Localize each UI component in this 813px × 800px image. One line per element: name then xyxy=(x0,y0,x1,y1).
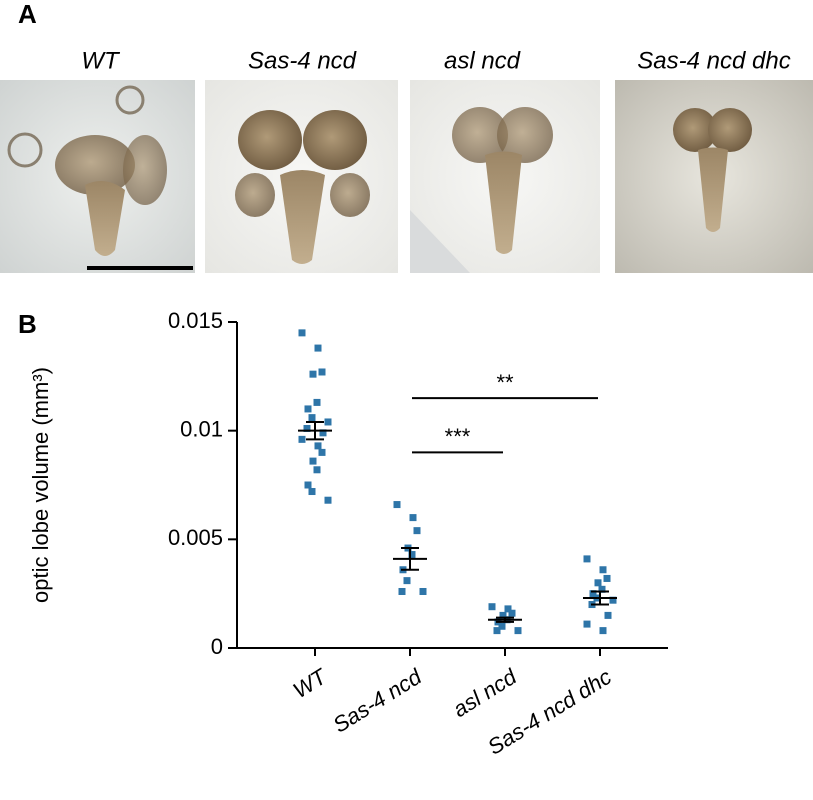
data-point xyxy=(419,587,427,595)
data-point xyxy=(298,329,306,337)
micrograph xyxy=(0,80,195,273)
data-point xyxy=(314,442,322,450)
data-point xyxy=(599,627,607,635)
error-bar xyxy=(401,547,419,571)
data-point xyxy=(488,603,496,611)
data-point xyxy=(304,481,312,489)
y-tick-label: 0.005 xyxy=(168,525,223,550)
error-bar xyxy=(591,590,609,606)
data-point xyxy=(514,627,522,635)
data-point xyxy=(583,620,591,628)
data-point xyxy=(599,566,607,574)
micrograph xyxy=(615,80,813,273)
data-point xyxy=(319,429,327,437)
data-point xyxy=(499,611,507,619)
data-point xyxy=(413,527,421,535)
panel-label: B xyxy=(18,309,37,339)
data-point xyxy=(409,514,417,522)
data-point xyxy=(309,370,317,378)
error-bar xyxy=(306,420,324,441)
data-point xyxy=(604,611,612,619)
x-tick-label: Sas-4 ncd xyxy=(328,664,426,738)
panel-label: A xyxy=(18,0,37,29)
data-point xyxy=(408,551,416,559)
data-point xyxy=(313,398,321,406)
data-point xyxy=(504,605,512,613)
data-point xyxy=(298,435,306,443)
y-tick-label: 0 xyxy=(211,634,223,659)
y-tick-label: 0.015 xyxy=(168,308,223,333)
y-axis-label: optic lobe volume (mm³) xyxy=(28,367,53,603)
data-point xyxy=(309,457,317,465)
data-point xyxy=(318,448,326,456)
data-point xyxy=(583,555,591,563)
data-point xyxy=(493,627,501,635)
data-point xyxy=(314,344,322,352)
significance-label: *** xyxy=(445,424,471,449)
data-point xyxy=(318,368,326,376)
data-point xyxy=(303,424,311,432)
data-point xyxy=(403,577,411,585)
micrograph xyxy=(410,80,600,273)
image-title: Sas-4 ncd dhc xyxy=(637,47,790,74)
image-title: WT xyxy=(81,47,121,74)
x-tick-label: WT xyxy=(288,663,332,703)
micrograph xyxy=(205,80,398,273)
x-tick-label: asl ncd xyxy=(448,664,521,723)
data-point xyxy=(324,418,332,426)
data-point xyxy=(508,609,516,617)
data-point xyxy=(609,596,617,604)
data-point xyxy=(304,405,312,413)
data-point xyxy=(324,496,332,504)
image-title: Sas-4 ncd xyxy=(248,47,357,74)
data-point xyxy=(498,622,506,630)
image-title: asl ncd xyxy=(444,47,521,74)
data-point xyxy=(594,579,602,587)
data-point xyxy=(393,501,401,509)
significance-label: ** xyxy=(496,370,514,395)
data-point xyxy=(398,587,406,595)
data-point xyxy=(308,414,316,422)
y-tick-label: 0.01 xyxy=(180,416,223,441)
data-point xyxy=(313,466,321,474)
data-point xyxy=(589,590,597,598)
data-point xyxy=(308,488,316,496)
error-bar xyxy=(496,616,514,623)
data-point xyxy=(598,585,606,593)
data-point xyxy=(603,574,611,582)
